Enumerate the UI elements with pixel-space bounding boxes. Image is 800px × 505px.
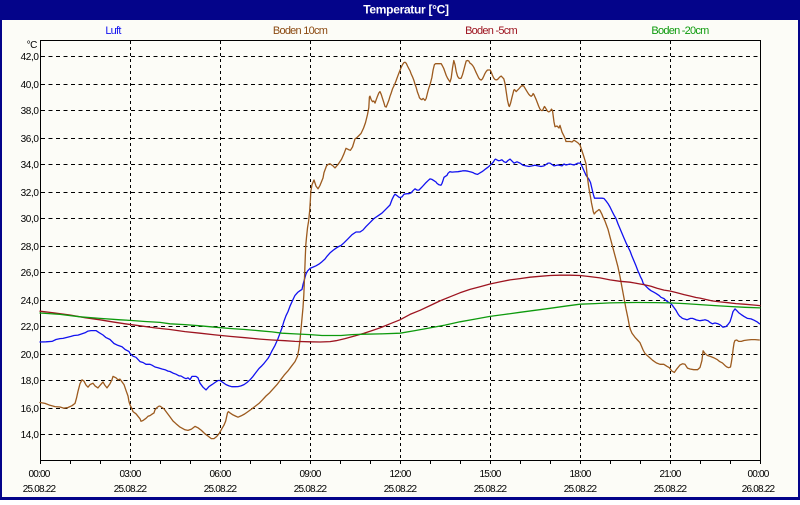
svg-text:Boden -20cm: Boden -20cm	[651, 25, 709, 37]
svg-text:28,0: 28,0	[21, 242, 40, 253]
svg-text:32,0: 32,0	[21, 188, 40, 199]
svg-text:25.08.22: 25.08.22	[294, 484, 328, 495]
svg-text:Temperatur [°C]: Temperatur [°C]	[363, 3, 449, 17]
svg-text:36,0: 36,0	[21, 134, 40, 145]
svg-text:18,0: 18,0	[21, 376, 40, 387]
svg-text:00:00: 00:00	[28, 469, 50, 480]
svg-text:25.08.22: 25.08.22	[654, 484, 688, 495]
svg-text:25.08.22: 25.08.22	[204, 484, 238, 495]
svg-text:21:00: 21:00	[659, 469, 681, 480]
svg-text:24,0: 24,0	[21, 296, 40, 307]
svg-text:Boden -5cm: Boden -5cm	[465, 25, 517, 37]
svg-text:42,0: 42,0	[21, 52, 40, 63]
svg-text:34,0: 34,0	[21, 160, 40, 171]
svg-text:14,0: 14,0	[21, 430, 40, 441]
svg-text:06:00: 06:00	[209, 469, 231, 480]
svg-text:25.08.22: 25.08.22	[23, 484, 57, 495]
svg-text:38,0: 38,0	[21, 106, 40, 117]
svg-text:16,0: 16,0	[21, 404, 40, 415]
svg-text:03:00: 03:00	[119, 469, 141, 480]
svg-text:25.08.22: 25.08.22	[564, 484, 598, 495]
svg-text:Luft: Luft	[105, 25, 121, 37]
svg-text:25.08.22: 25.08.22	[114, 484, 148, 495]
svg-text:22,0: 22,0	[21, 322, 40, 333]
svg-text:Boden 10cm: Boden 10cm	[273, 25, 328, 37]
svg-text:40,0: 40,0	[21, 80, 40, 91]
svg-text:18:00: 18:00	[569, 469, 591, 480]
svg-text:30,0: 30,0	[21, 214, 40, 225]
svg-text:26,0: 26,0	[21, 268, 40, 279]
svg-text:°C: °C	[27, 40, 38, 51]
svg-text:25.08.22: 25.08.22	[384, 484, 418, 495]
svg-text:00:00: 00:00	[747, 469, 769, 480]
svg-text:26.08.22: 26.08.22	[742, 484, 776, 495]
svg-text:12:00: 12:00	[389, 469, 411, 480]
svg-text:20,0: 20,0	[21, 350, 40, 361]
svg-text:15:00: 15:00	[479, 469, 501, 480]
svg-text:09:00: 09:00	[299, 469, 321, 480]
svg-text:25.08.22: 25.08.22	[474, 484, 508, 495]
